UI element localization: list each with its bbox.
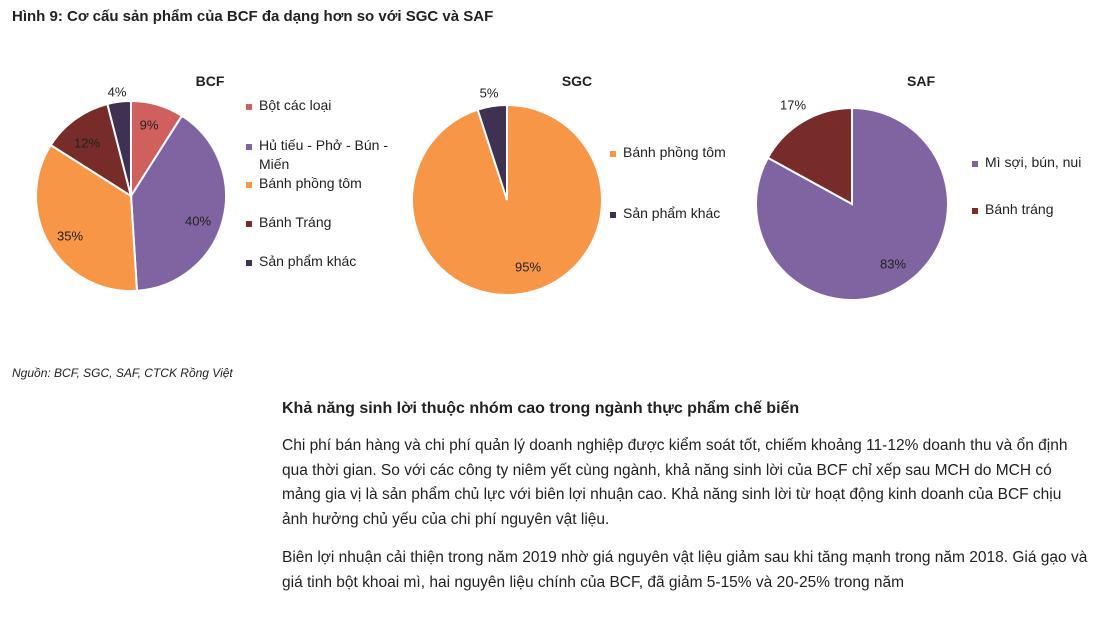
legend-swatch-banh-trang (246, 221, 252, 227)
pie-slice-banh-trang (49, 102, 133, 199)
data-label-mi-soi-bun-nui: 83% (880, 256, 906, 271)
pie-chart-bcf: 9% 40% 35% 12% 4% BCF Bột các loại Hủ tiếu - Ph… (35, 73, 388, 292)
data-label-banh-trang: 12% (74, 135, 100, 150)
pie-charts: 9% 40% 35% 12% 4% BCF Bột các loại Hủ tiếu - Ph… (35, 73, 1081, 301)
paragraph-2: Biên lợi nhuận cải thiện trong năm 2019 … (282, 549, 1088, 591)
data-label-bot-cac-loai: 9% (140, 117, 159, 132)
legend-swatch-san-pham-khac (246, 260, 252, 266)
figure-title: Hình 9: Cơ cấu sản phẩm của BCF đa dạng … (12, 8, 494, 25)
pie-chart-sgc: 95% 5% SGC Bánh phồng tôm Sản phẩm khác (411, 73, 726, 296)
pie-slice-san-pham-khac (476, 103, 508, 201)
data-label-banh-trang: 17% (780, 97, 806, 112)
paragraph-1: Chi phí bán hàng và chi phí quản lý doan… (282, 437, 1068, 528)
legend-label-banh-phong-tom: Bánh phồng tôm (259, 175, 362, 191)
data-label-san-pham-khac: 4% (108, 84, 127, 99)
legend-swatch-san-pham-khac (610, 212, 616, 218)
pie-slice-banh-phong-tom (35, 143, 139, 292)
chart-title-bcf: BCF (196, 73, 225, 89)
data-label-san-pham-khac: 5% (480, 85, 499, 100)
legend-label-san-pham-khac: Sản phẩm khác (259, 253, 356, 269)
chart-title-sgc: SGC (562, 73, 592, 89)
pie-chart-saf: 83% 17% SAF Mì sợi, bún, nui Bánh tráng (754, 73, 1081, 301)
legend-swatch-banh-phong-tom (246, 182, 252, 188)
legend-label-banh-trang: Bánh tráng (985, 201, 1054, 217)
data-label-hu-tieu-pho-bun-mien: 40% (185, 213, 211, 228)
source-note: Nguồn: BCF, SGC, SAF, CTCK Rồng Việt (12, 366, 233, 380)
legend-label-banh-trang: Bánh Tráng (259, 214, 331, 230)
section-heading: Khả năng sinh lời thuộc nhóm cao trong n… (282, 400, 800, 417)
chart-title-saf: SAF (907, 73, 935, 89)
legend-label-banh-phong-tom: Bánh phồng tôm (623, 144, 726, 160)
legend-swatch-mi-soi-bun-nui (972, 161, 978, 167)
data-label-banh-phong-tom: 35% (57, 228, 83, 243)
legend-label-san-pham-khac: Sản phẩm khác (623, 205, 720, 221)
data-label-banh-phong-tom: 95% (515, 259, 541, 274)
legend-swatch-banh-trang (972, 208, 978, 214)
legend-label-mi-soi-bun-nui: Mì sợi, bún, nui (985, 154, 1081, 170)
pie-slice-mi-soi-bun-nui (754, 106, 949, 301)
pie-slice-san-pham-khac (106, 99, 132, 197)
legend-label-hu-tieu-pho-bun-mien: Hủ tiếu - Phở - Bún -Miến (259, 137, 388, 172)
pie-slice-banh-trang (766, 106, 853, 206)
legend-swatch-banh-phong-tom (610, 151, 616, 157)
legend-label-bot-cac-loai: Bột các loại (259, 97, 331, 113)
pie-slice-hu-tieu-pho-bun-mien (129, 114, 227, 292)
legend-swatch-bot-cac-loai (246, 104, 252, 110)
legend-swatch-hu-tieu-pho-bun-mien (246, 144, 252, 150)
